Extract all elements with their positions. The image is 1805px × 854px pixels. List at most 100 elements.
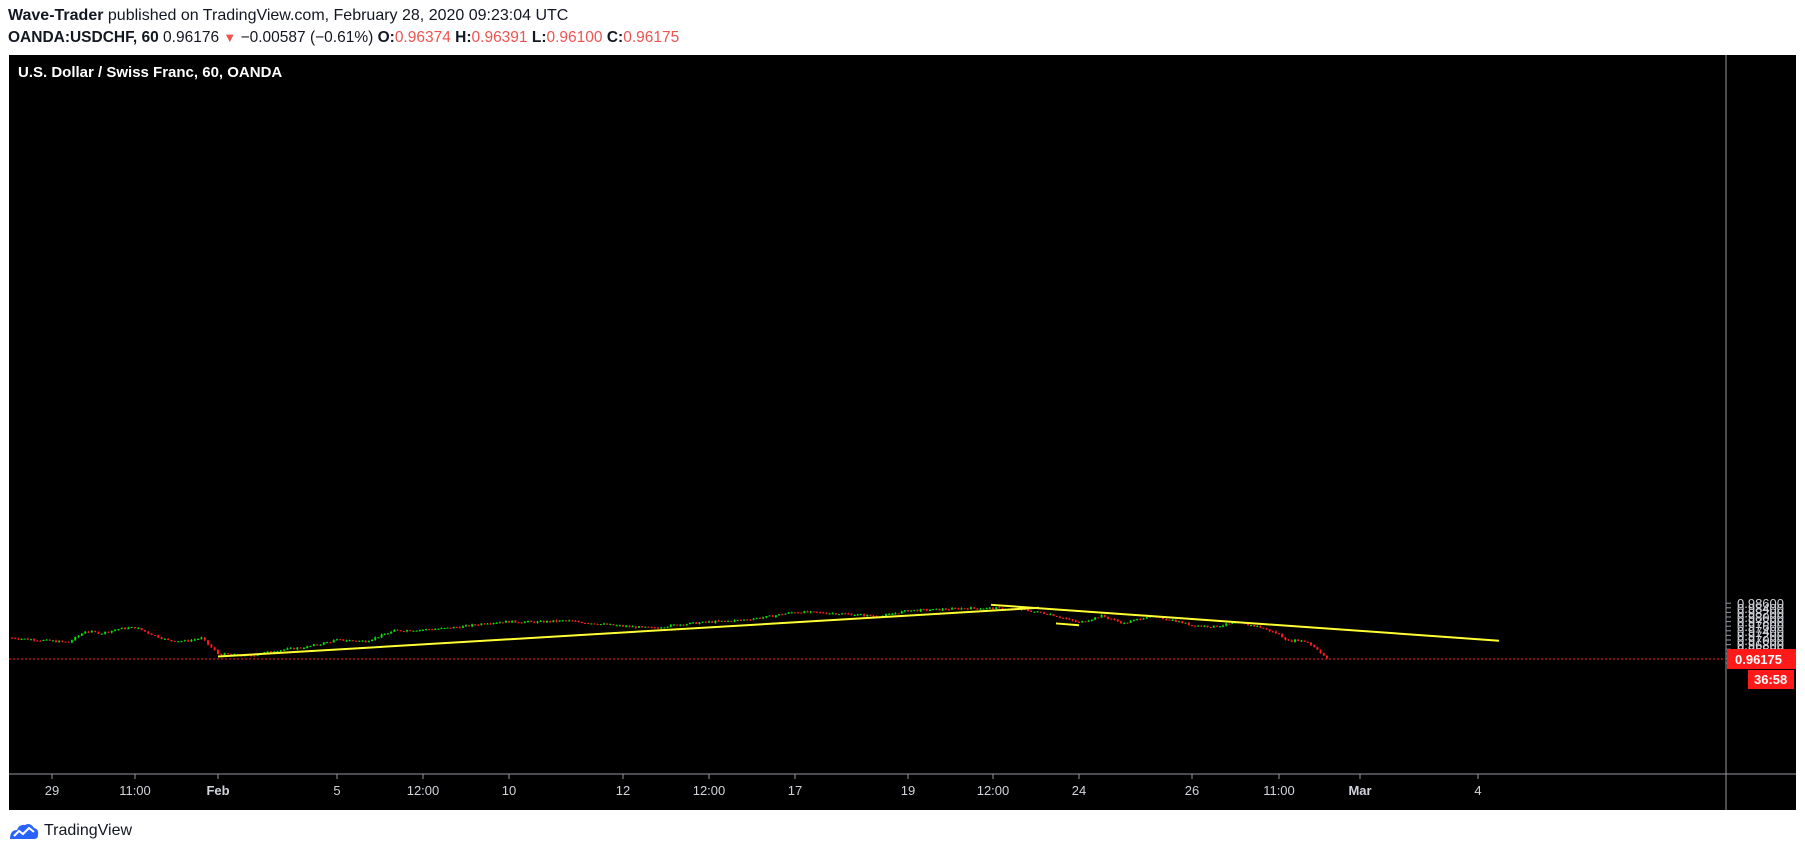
- candle-body: [688, 622, 691, 625]
- candle-body: [1071, 619, 1074, 621]
- candle-body: [1191, 625, 1193, 627]
- candle-body: [449, 627, 452, 629]
- candle-body: [279, 650, 282, 652]
- candle-body: [603, 623, 605, 625]
- candle-body: [752, 618, 755, 620]
- trendline[interactable]: [1055, 622, 1080, 627]
- candle-body: [474, 624, 477, 626]
- candle-body: [856, 614, 859, 616]
- price-tag-label: 0.96175: [1735, 652, 1782, 667]
- candle-body: [351, 640, 354, 642]
- candle-body: [727, 620, 730, 622]
- candle-body: [39, 640, 42, 642]
- candle-body: [995, 607, 998, 610]
- candle-body: [163, 638, 166, 640]
- countdown-label: 36:58: [1754, 672, 1787, 687]
- x-tick-label: 12: [616, 783, 630, 798]
- candle-body: [568, 620, 571, 622]
- candle-body: [844, 613, 847, 615]
- candle-body: [941, 608, 944, 611]
- candle-body: [1027, 609, 1030, 611]
- candle-body: [960, 608, 963, 610]
- candle-body: [312, 644, 315, 646]
- candle-body: [486, 623, 489, 625]
- candle-body: [455, 627, 458, 629]
- candle-body: [1262, 627, 1265, 629]
- candle-body: [1326, 655, 1328, 659]
- candle-body: [1218, 626, 1221, 628]
- candle-body: [296, 647, 299, 650]
- author-name[interactable]: Wave-Trader: [8, 7, 104, 24]
- candle-body: [418, 629, 421, 631]
- candle-body: [765, 616, 768, 618]
- candle-body: [558, 620, 561, 622]
- candle-body: [1046, 613, 1049, 615]
- candle-body: [723, 620, 726, 622]
- candle-body: [536, 621, 539, 623]
- candle-body: [1049, 614, 1052, 616]
- candle-body: [888, 613, 891, 615]
- candle-body: [14, 637, 17, 639]
- candle-body: [412, 630, 415, 632]
- candle-body: [1107, 616, 1110, 619]
- candle-body: [631, 626, 634, 628]
- candle-body: [465, 625, 467, 627]
- candle-body: [891, 613, 894, 615]
- candle-body: [293, 647, 296, 650]
- candle-body: [504, 621, 507, 623]
- last-price: 0.96176: [163, 29, 220, 46]
- candle-body: [903, 610, 906, 612]
- candle-body: [374, 637, 377, 640]
- candle-body: [733, 620, 736, 622]
- price-chart[interactable]: 0.960000.962000.964000.966000.968000.970…: [9, 55, 1796, 810]
- candle-body: [932, 609, 935, 611]
- candle-body: [70, 640, 73, 643]
- plot-area[interactable]: [9, 55, 1726, 774]
- candle-body: [590, 623, 593, 625]
- candle-body: [1094, 617, 1097, 620]
- candle-body: [695, 622, 698, 624]
- candle-body: [94, 631, 97, 633]
- candle-body: [250, 655, 253, 657]
- candle-body: [120, 627, 123, 630]
- candle-body: [316, 644, 319, 646]
- candle-body: [437, 628, 440, 630]
- candle-body: [784, 613, 787, 615]
- candle-body: [1058, 616, 1061, 618]
- y-tick-label: 0.97200: [1737, 628, 1784, 643]
- time-axis[interactable]: 29 11:00 Feb 5 12:00 10 12 12:00 17 19 12:00 24 26 11…: [45, 774, 1482, 798]
- candle-body: [380, 634, 383, 638]
- candle-body: [1116, 619, 1119, 622]
- candle-body: [622, 625, 624, 627]
- candle-body: [1306, 641, 1309, 643]
- candle-body: [511, 620, 514, 623]
- footer-brand[interactable]: TradingView: [8, 818, 132, 844]
- candle-body: [36, 640, 39, 642]
- x-tick-label: 26: [1185, 783, 1199, 798]
- candle-body: [45, 639, 48, 641]
- trendline[interactable]: [990, 603, 1500, 642]
- candle-body: [520, 622, 523, 624]
- x-tick-label: 17: [788, 783, 802, 798]
- candle-body: [336, 639, 338, 641]
- candle-body: [822, 612, 825, 614]
- candle-body: [107, 631, 110, 633]
- low-label: L:: [531, 29, 547, 46]
- candle-body: [1206, 625, 1209, 628]
- candle-body: [574, 620, 577, 622]
- candle-body: [489, 623, 492, 625]
- candle-body: [207, 640, 210, 645]
- candle-body: [985, 607, 988, 609]
- candle-body: [110, 630, 113, 633]
- candle-body: [498, 622, 501, 624]
- trendline[interactable]: [217, 606, 1040, 658]
- candle-body: [55, 640, 58, 643]
- candle-body: [84, 631, 87, 634]
- candle-body: [61, 640, 64, 642]
- x-tick-label: 12:00: [407, 783, 440, 798]
- y-tick-label: 0.97600: [1737, 619, 1784, 634]
- candle-body: [790, 612, 793, 614]
- candle-body: [679, 624, 682, 626]
- candle-body: [1168, 619, 1171, 621]
- candle-body: [217, 650, 219, 654]
